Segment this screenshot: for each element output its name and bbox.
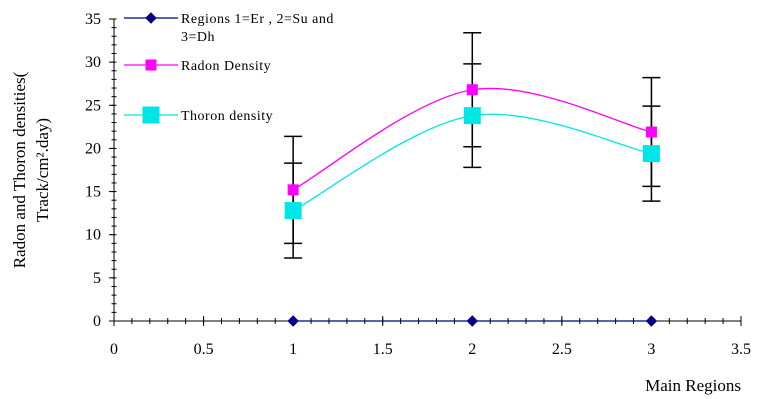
axes: 0 5 10 15 20 25 30 35 0 0.5 1 1.5 2 2.5 3 3.5 Main Regio…: [10, 11, 751, 395]
x-tick-label: 0.5: [194, 341, 214, 358]
x-axis-title: Main Regions: [645, 376, 741, 395]
data-point: [645, 126, 657, 138]
x-tick-label: 2.5: [552, 341, 572, 358]
legend-label: Thoron density: [181, 109, 273, 124]
data-point: [463, 107, 481, 125]
y-axis-title-line2: Track/cm².day): [33, 118, 52, 222]
legend-marker: [142, 106, 160, 124]
y-tick-label: 15: [85, 184, 101, 201]
legend-label: Radon Density: [181, 59, 271, 74]
y-tick-label: 35: [85, 11, 101, 28]
legend-marker: [145, 12, 157, 24]
x-tick-label: 0: [110, 341, 118, 358]
data-point: [284, 202, 302, 220]
x-tick-label: 1: [289, 341, 297, 358]
y-tick-label: 0: [93, 313, 101, 330]
data-point: [287, 184, 299, 196]
error-bars: [284, 32, 661, 259]
y-tick-label: 10: [85, 227, 101, 244]
x-tick-label: 2: [468, 341, 476, 358]
y-axis-title-line1: Radon and Thoron densities(: [10, 71, 29, 268]
x-tick-label: 1.5: [373, 341, 393, 358]
y-tick-label: 25: [85, 97, 101, 114]
legend-label: Regions 1=Er , 2=Su and: [181, 12, 334, 27]
y-tick-label: 20: [85, 140, 101, 157]
y-tick-label: 5: [93, 270, 101, 287]
x-tick-label: 3.5: [731, 341, 751, 358]
data-point: [466, 84, 478, 96]
data-point: [645, 315, 658, 327]
legend-label: 3=Dh: [181, 30, 215, 45]
data-point: [466, 315, 478, 327]
data-point: [287, 315, 299, 327]
legend: Regions 1=Er , 2=Su and 3=Dh Radon Density…: [124, 12, 334, 124]
series-markers: [284, 84, 660, 327]
data-point: [642, 145, 660, 163]
legend-marker: [145, 59, 157, 71]
x-tick-label: 3: [647, 341, 655, 358]
y-tick-label: 30: [85, 54, 101, 71]
